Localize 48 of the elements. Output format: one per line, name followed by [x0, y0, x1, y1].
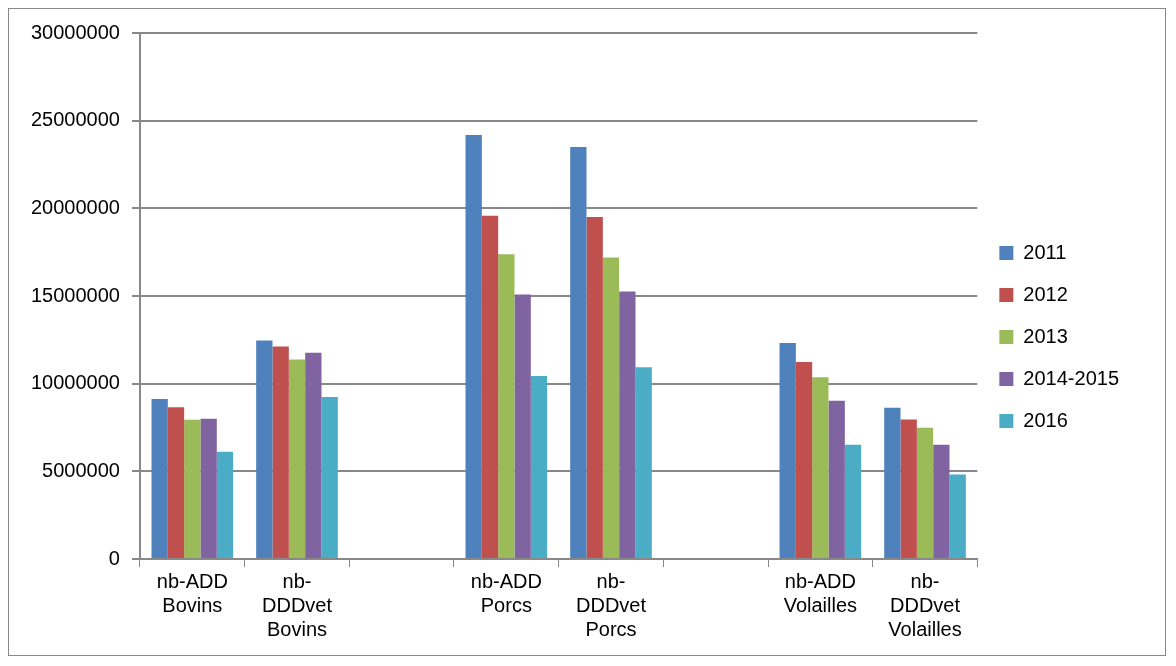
y-tick-label: 30000000 — [31, 20, 120, 43]
y-tick-label: 25000000 — [31, 108, 120, 131]
y-tick-label: 20000000 — [31, 195, 120, 218]
x-tick-label: nb-DDDvet Bovins — [261, 569, 333, 640]
legend-label: 2014-2015 — [1023, 366, 1120, 389]
x-tick-label: nb-ADD Volailles — [783, 569, 858, 616]
bar — [586, 217, 603, 558]
bar — [167, 407, 185, 558]
bar — [530, 375, 548, 558]
bar — [288, 359, 306, 558]
bar — [151, 399, 168, 558]
bar — [619, 291, 636, 558]
legend-label: 2012 — [1023, 282, 1068, 305]
bar — [514, 294, 531, 558]
bar — [828, 400, 845, 558]
x-tick-label: nb-ADD Porcs — [470, 569, 542, 616]
bar — [256, 340, 273, 558]
bar — [200, 418, 217, 558]
bar — [602, 257, 620, 558]
bar — [844, 444, 862, 558]
bar — [321, 396, 338, 558]
bar — [795, 361, 813, 558]
bar — [779, 342, 796, 558]
y-tick-label: 10000000 — [31, 371, 120, 394]
y-tick-label: 5000000 — [42, 458, 120, 481]
bar — [900, 419, 917, 558]
bar — [481, 215, 499, 558]
bar — [933, 444, 950, 558]
x-tick-label: nb-DDDvet Volailles — [888, 569, 962, 640]
bar — [570, 146, 587, 558]
legend-label: 2016 — [1023, 408, 1068, 431]
y-tick-label: 0 — [108, 546, 120, 569]
bar — [272, 346, 289, 558]
bar — [498, 254, 515, 558]
bar — [465, 135, 482, 558]
x-tick-label: nb-ADD Bovins — [156, 569, 228, 616]
bar — [635, 367, 652, 558]
legend-label: 2011 — [1023, 240, 1067, 263]
bar — [949, 474, 966, 558]
bar — [884, 407, 901, 558]
bar — [184, 419, 201, 558]
legend-label: 2013 — [1023, 324, 1068, 347]
bar — [812, 377, 829, 558]
y-tick-label: 15000000 — [31, 283, 120, 306]
bar — [916, 427, 934, 558]
x-tick-label: nb-DDDvet Porcs — [576, 569, 647, 640]
bar — [305, 352, 322, 558]
bar — [216, 451, 234, 558]
